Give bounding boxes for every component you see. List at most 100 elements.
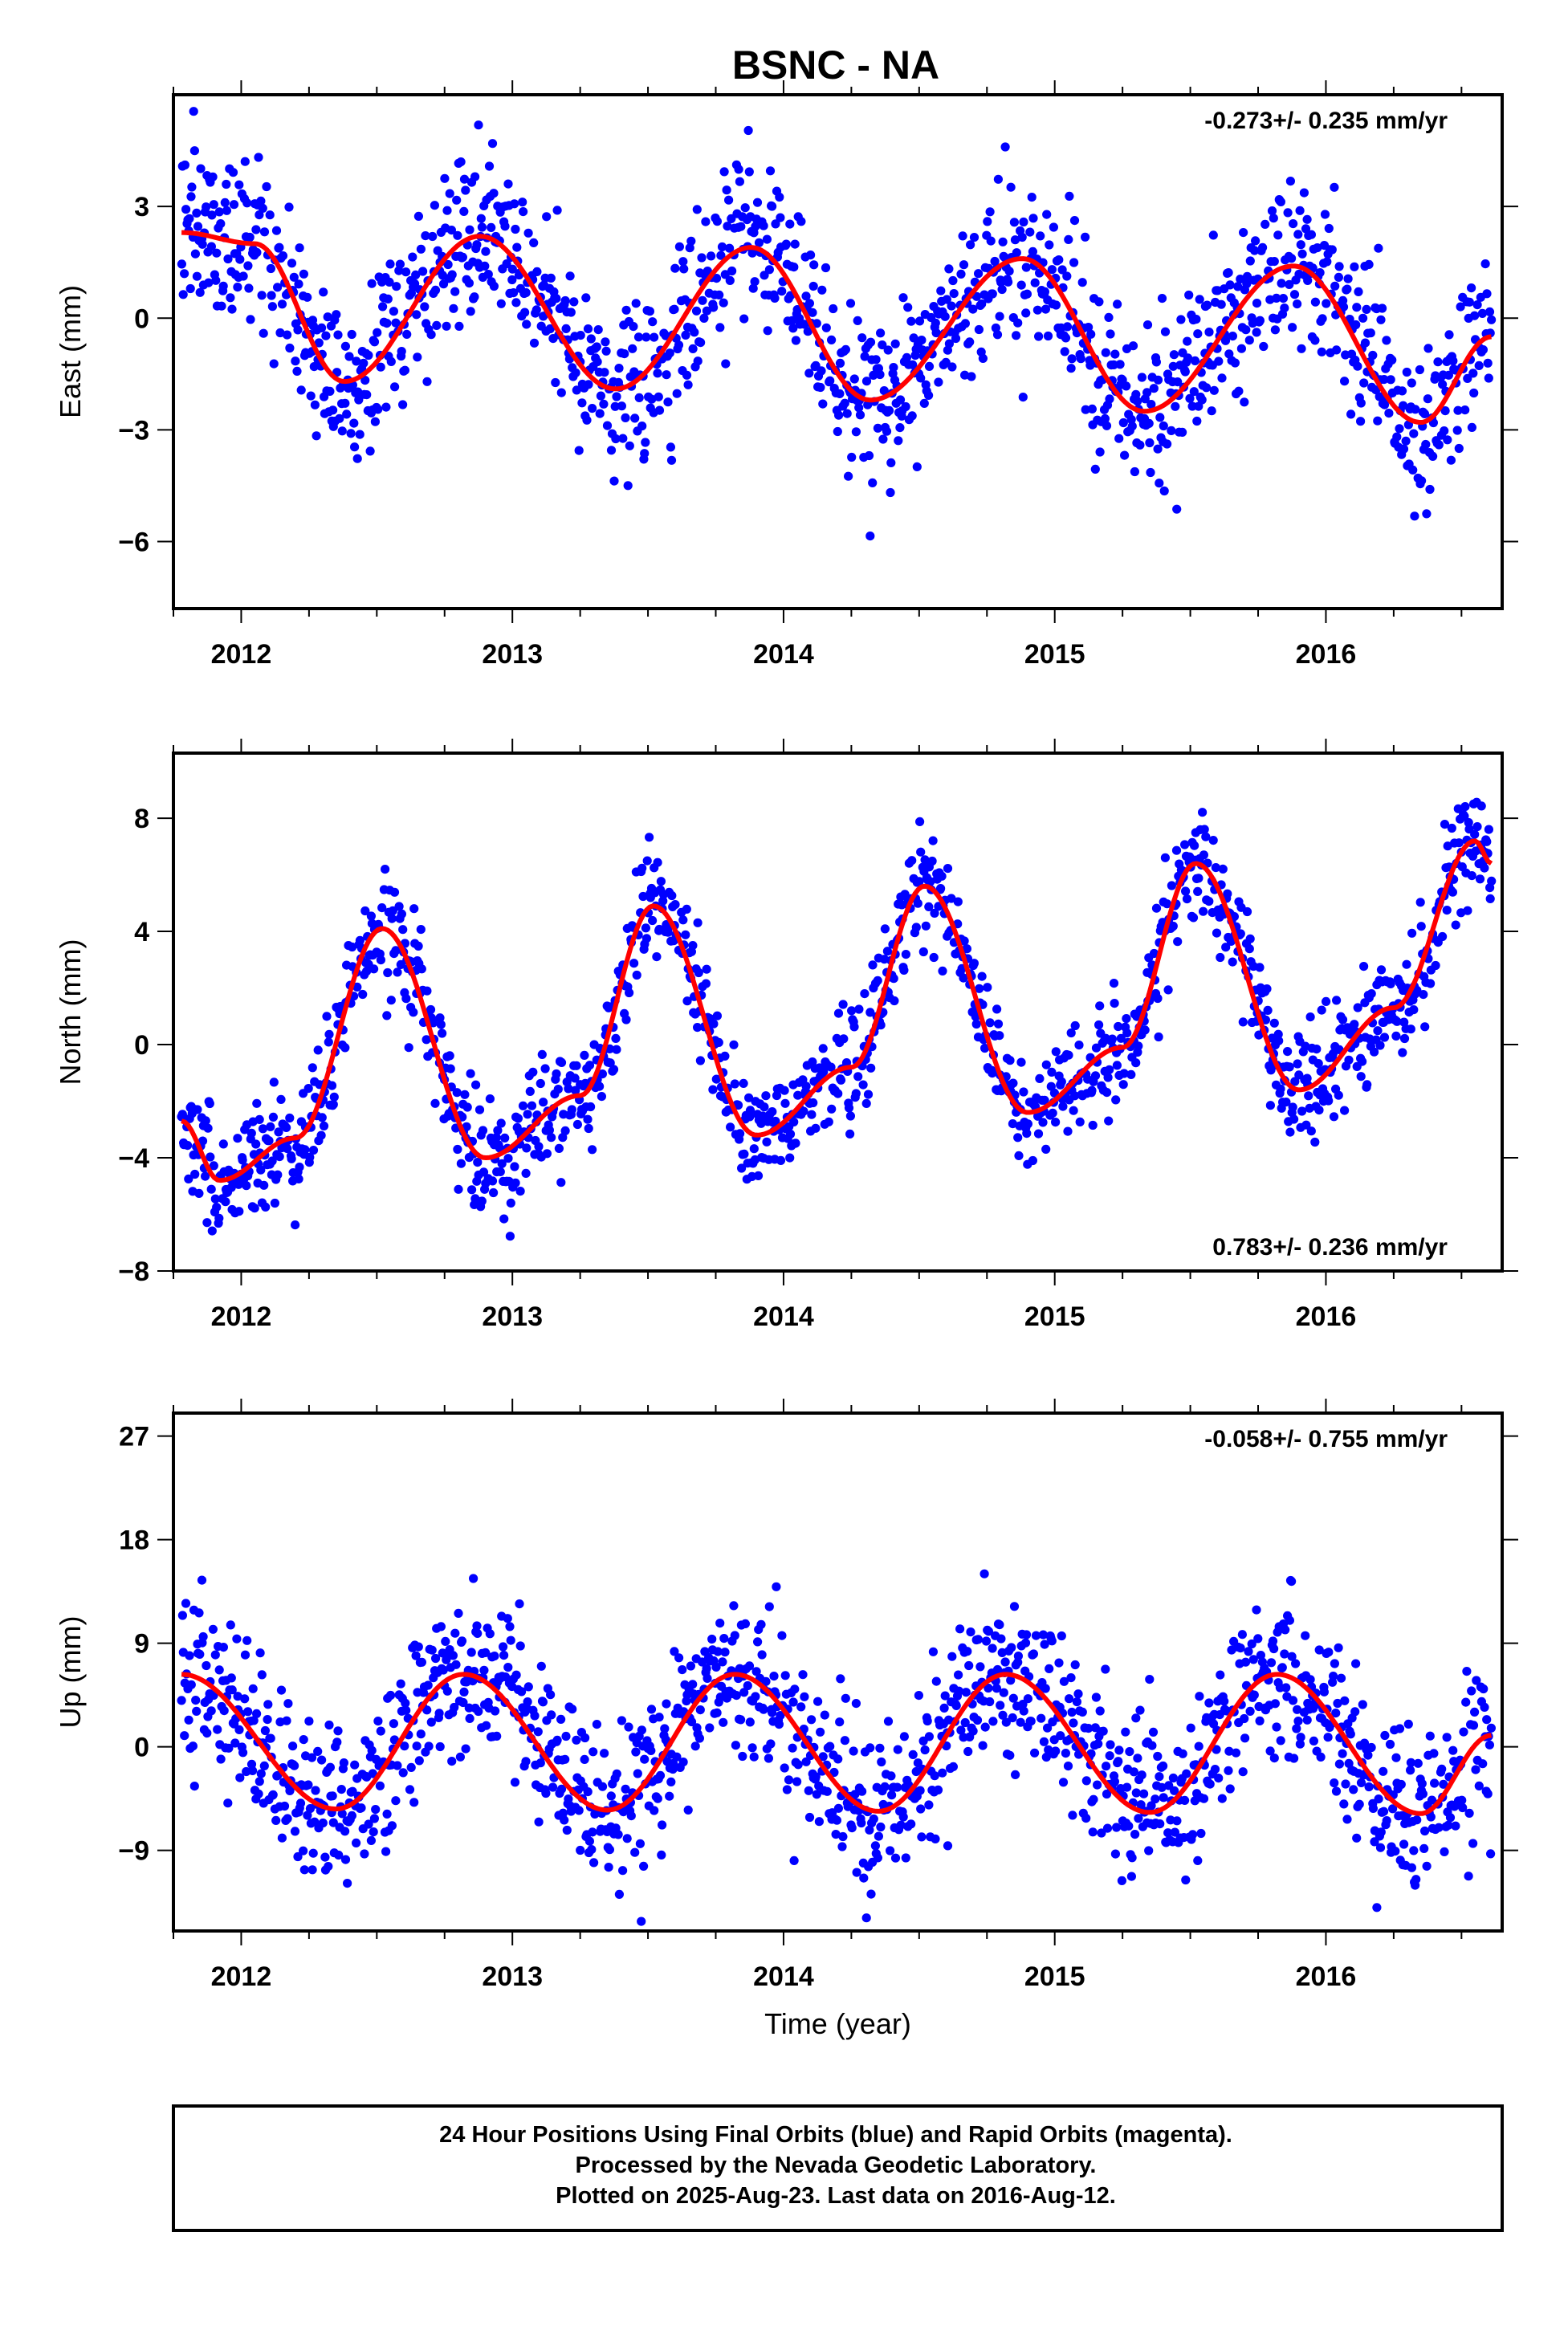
north-data-point	[890, 996, 899, 1006]
east-data-point	[720, 270, 730, 279]
up-data-point	[303, 1780, 313, 1790]
up-data-point	[672, 1752, 682, 1762]
up-data-point	[1147, 1741, 1157, 1750]
up-data-point	[1031, 1631, 1041, 1640]
up-data-point	[1266, 1658, 1277, 1668]
up-data-point	[454, 1608, 463, 1618]
east-data-point	[476, 214, 486, 223]
east-data-point	[1356, 417, 1366, 426]
north-data-point	[495, 1143, 505, 1153]
east-data-point	[1155, 413, 1165, 422]
up-data-point	[1422, 1861, 1432, 1871]
east-data-point	[192, 208, 202, 218]
east-data-point	[443, 259, 453, 270]
north-data-point	[876, 1020, 886, 1030]
east-data-point	[1277, 279, 1286, 288]
east-data-point	[1036, 231, 1045, 241]
east-data-point	[875, 369, 885, 380]
east-data-point	[743, 125, 753, 136]
up-data-point	[1301, 1631, 1310, 1640]
east-y-tick-label: 0	[134, 303, 149, 334]
east-data-point	[734, 165, 743, 174]
east-data-point	[185, 214, 194, 223]
east-data-point	[470, 292, 479, 302]
up-data-point	[657, 1850, 666, 1860]
north-data-point	[678, 915, 688, 925]
up-data-point	[1478, 1759, 1488, 1769]
up-data-point	[857, 1818, 866, 1828]
up-data-point	[332, 1737, 342, 1747]
east-data-point	[1153, 375, 1163, 385]
east-data-point	[1040, 287, 1049, 296]
up-data-point	[713, 1647, 723, 1656]
up-data-point	[1231, 1748, 1241, 1758]
east-data-point	[959, 260, 969, 270]
east-data-point	[180, 269, 189, 279]
north-data-point	[1242, 906, 1252, 917]
east-data-point	[1220, 336, 1231, 345]
east-data-point	[337, 426, 347, 436]
east-data-point	[204, 278, 214, 287]
north-data-point	[452, 1088, 462, 1098]
north-data-point	[525, 1086, 535, 1096]
east-data-point	[522, 320, 531, 329]
east-data-point	[511, 298, 521, 308]
north-data-point	[583, 1114, 593, 1124]
east-data-point	[969, 233, 979, 242]
east-data-point	[177, 259, 186, 269]
up-data-point	[210, 1650, 220, 1660]
east-data-point	[551, 377, 560, 388]
east-data-point	[942, 295, 951, 304]
up-data-point	[401, 1698, 410, 1708]
east-data-point	[829, 303, 838, 314]
up-data-point	[499, 1651, 509, 1660]
up-data-point	[1281, 1625, 1290, 1635]
up-data-point	[613, 1830, 623, 1839]
east-data-point	[1444, 330, 1454, 340]
up-data-point	[1291, 1659, 1301, 1668]
up-data-point	[523, 1682, 533, 1692]
up-data-point	[1030, 1748, 1040, 1758]
east-data-point	[629, 322, 638, 332]
up-data-point	[243, 1707, 253, 1717]
north-data-point	[503, 1154, 513, 1163]
up-data-point	[780, 1763, 789, 1773]
east-data-point	[1353, 361, 1362, 371]
up-data-point	[831, 1830, 841, 1839]
north-data-point	[1063, 1126, 1073, 1136]
east-data-point	[860, 352, 870, 361]
up-data-point	[1471, 1765, 1480, 1774]
east-data-point	[775, 192, 784, 202]
north-data-point	[1041, 1060, 1051, 1069]
north-data-point	[522, 1143, 531, 1153]
up-data-point	[1268, 1636, 1278, 1646]
north-data-point	[473, 1158, 483, 1167]
up-data-point	[712, 1708, 722, 1717]
up-data-point	[931, 1676, 941, 1686]
east-data-point	[1320, 210, 1330, 219]
up-data-point	[984, 1683, 993, 1693]
north-data-point	[1426, 979, 1436, 988]
east-data-point	[214, 207, 224, 217]
east-data-point	[267, 302, 277, 312]
up-data-point	[764, 1754, 774, 1763]
up-data-point	[259, 1761, 269, 1770]
up-data-point	[177, 1611, 187, 1620]
east-data-point	[190, 249, 200, 259]
east-data-point	[487, 222, 496, 232]
east-data-point	[442, 321, 451, 331]
up-data-point	[333, 1726, 343, 1736]
up-data-point	[530, 1711, 540, 1721]
up-data-point	[939, 1703, 949, 1713]
up-data-point	[807, 1715, 817, 1725]
north-data-point	[799, 1106, 808, 1116]
east-data-point	[1120, 450, 1130, 460]
east-data-point	[934, 377, 943, 387]
up-data-point	[1172, 1816, 1182, 1826]
east-data-point	[596, 391, 606, 401]
east-data-point	[748, 283, 758, 293]
east-data-point	[752, 198, 763, 207]
east-data-point	[411, 270, 421, 279]
